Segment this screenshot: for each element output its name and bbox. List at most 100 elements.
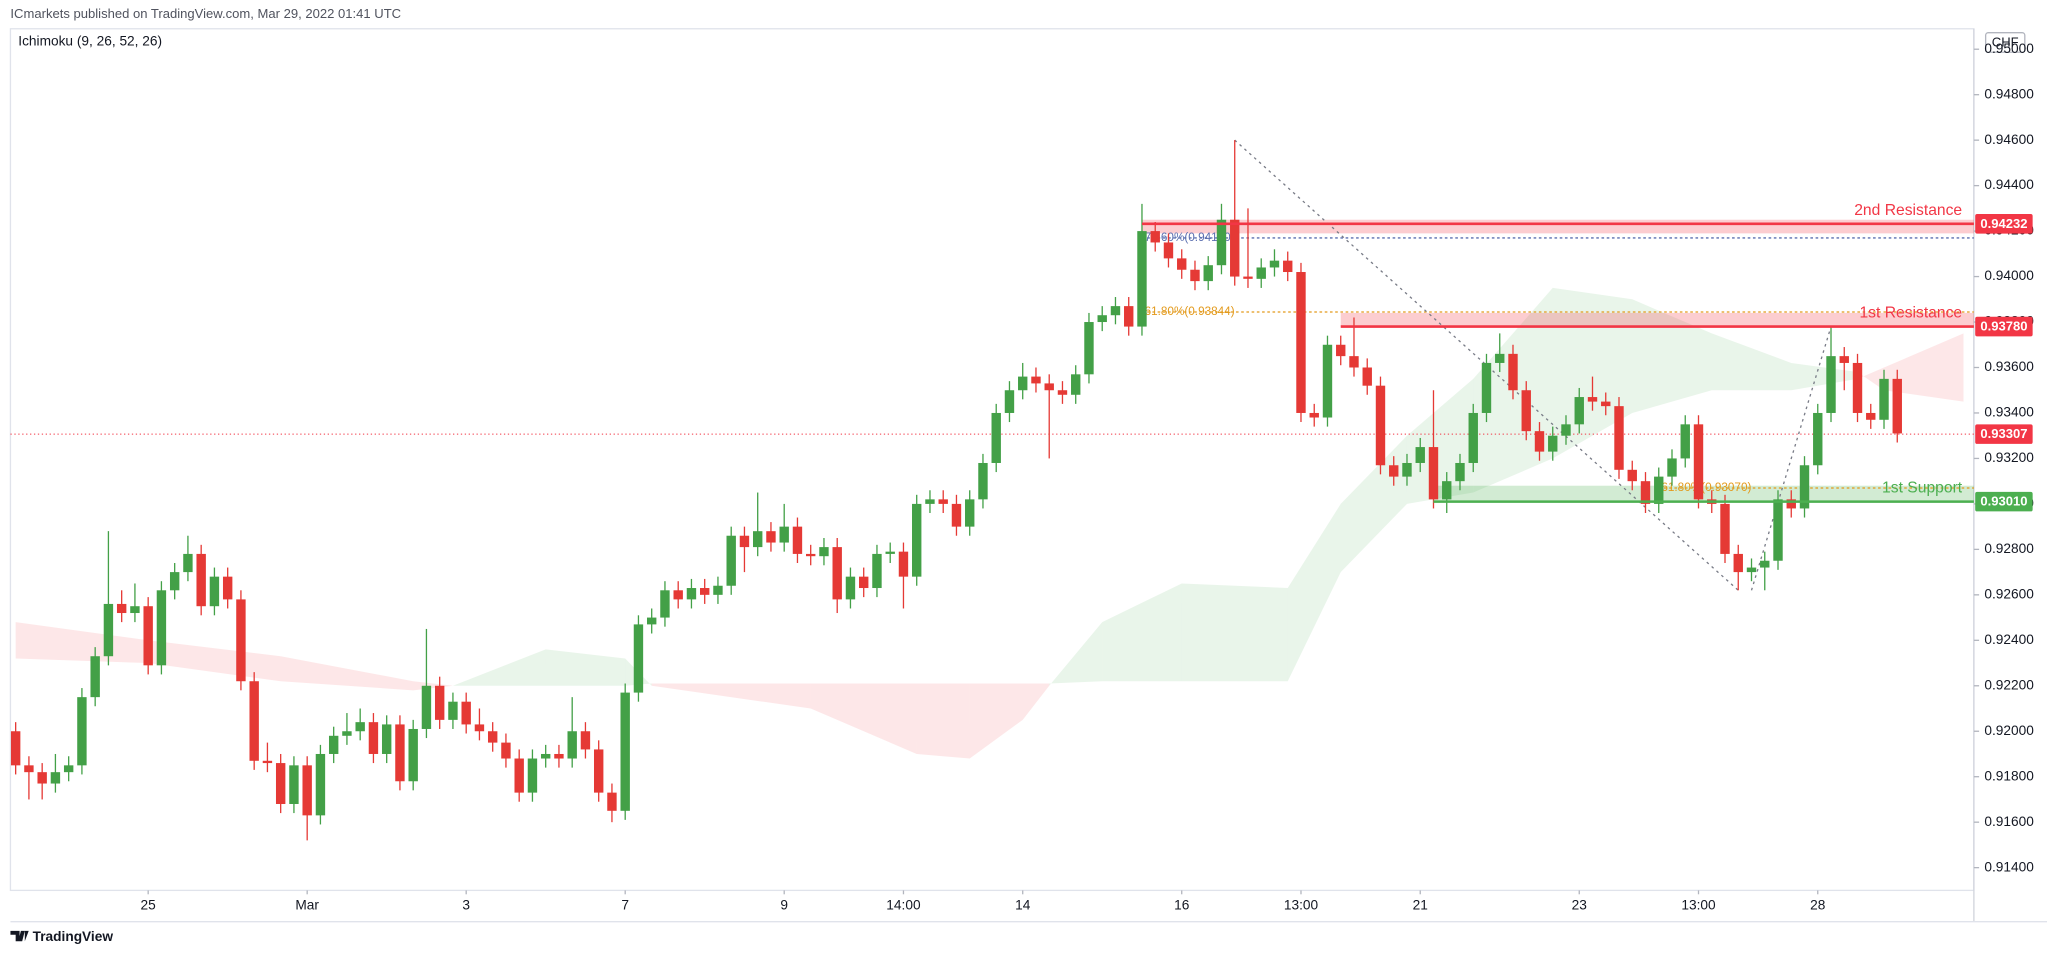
candle-body [395, 724, 405, 782]
indicator-label: Ichimoku (9, 26, 52, 26) [18, 33, 162, 48]
candle-body [501, 742, 511, 759]
ichimoku-cloud [15, 622, 149, 664]
currency-box [1984, 32, 2026, 53]
last-price-tag: 0.93307 [1980, 426, 2027, 441]
y-tick-label: 0.92600 [1984, 586, 2034, 601]
currency-label: CHF [1992, 35, 2019, 50]
candle-body [1163, 242, 1174, 259]
candle-body [1866, 412, 1876, 420]
x-tick-label: 13:00 [1284, 898, 1319, 913]
candle-body [832, 547, 842, 600]
candle-body [1587, 397, 1598, 402]
level-price-tag-box [1975, 491, 2033, 512]
candle-body [156, 590, 167, 666]
candle-body [77, 697, 87, 766]
candle-body [753, 531, 763, 548]
level-price-tag: 0.94232 [1980, 216, 2027, 231]
candle-body [1852, 362, 1863, 413]
x-tick-label: 14 [1015, 898, 1031, 913]
candle-body [554, 753, 564, 759]
y-tick-label: 0.95000 [1984, 41, 2034, 56]
x-tick-label: 7 [621, 898, 629, 913]
level-zone [1433, 485, 1974, 502]
ichimoku-cloud [1552, 287, 1633, 459]
candle-body [938, 499, 948, 504]
candle-body [10, 731, 21, 766]
level-price-tag: 0.93010 [1980, 494, 2027, 509]
candle-body [1693, 424, 1704, 500]
candle-body [1561, 424, 1571, 436]
candle-body [885, 551, 895, 554]
candle-body [1031, 376, 1041, 384]
candle-body [1216, 219, 1227, 266]
x-tick-label: 21 [1413, 898, 1428, 913]
candle-body [1667, 458, 1677, 477]
candle-body [527, 758, 538, 793]
candle-body [328, 735, 339, 754]
candle-body [1375, 385, 1386, 466]
candle-body [1534, 431, 1545, 452]
ichimoku-cloud [1857, 367, 1885, 391]
x-tick-label: 9 [780, 898, 788, 913]
y-tick-label: 0.94000 [1984, 268, 2034, 283]
candle-body [1654, 476, 1664, 504]
y-tick-label: 0.94400 [1984, 177, 2034, 192]
candle-body [103, 603, 114, 657]
candle-body [1839, 356, 1849, 363]
candle-body [1097, 315, 1107, 323]
x-tick-label: 13:00 [1681, 898, 1716, 913]
trend-line [1750, 326, 1832, 591]
ichimoku-cloud [148, 640, 281, 682]
candle-body [1415, 447, 1425, 463]
y-tick-label: 0.91600 [1984, 814, 2034, 829]
candle-body [819, 547, 829, 557]
candle-body [1799, 465, 1810, 509]
candle-body [63, 765, 74, 773]
candle-body [951, 503, 962, 527]
ichimoku-cloud [651, 683, 811, 709]
y-tick-label: 0.93600 [1984, 359, 2034, 374]
ichimoku-cloud [1711, 333, 1792, 391]
footer-brand: TradingView [33, 929, 114, 944]
last-price-tag-box [1975, 424, 2033, 444]
candle-body [1813, 412, 1823, 466]
level-zone [1141, 219, 1974, 234]
candle-body [1309, 412, 1319, 418]
candle-body [24, 765, 34, 773]
candle-body [660, 590, 670, 618]
ichimoku-cloud [280, 656, 414, 691]
candle-body [169, 572, 180, 591]
y-tick-label: 0.91800 [1984, 768, 2034, 783]
y-tick-label: 0.94600 [1984, 132, 2034, 147]
candle-body [1892, 378, 1902, 434]
candle-body [1057, 390, 1068, 395]
y-tick-label: 0.92000 [1984, 723, 2034, 738]
candle-body [302, 765, 312, 816]
candle-body [806, 553, 816, 557]
candle-body [1269, 260, 1280, 268]
y-tick-label: 0.94800 [1984, 86, 2034, 101]
candle-body [514, 758, 524, 793]
candle-body [1150, 231, 1160, 243]
candle-body [434, 685, 445, 720]
candle-body [1256, 267, 1266, 279]
candle-body [1362, 367, 1372, 386]
candle-body [381, 724, 392, 754]
candle-body [1601, 401, 1611, 407]
candle-body [355, 722, 365, 732]
candle-body [1084, 322, 1094, 375]
ichimoku-cloud [545, 649, 626, 686]
plot-layer: 78.60%(0.94170) 61.80%(0.93844) 61.80%(0.9… [10, 139, 1974, 841]
candle-body [183, 553, 193, 573]
candle-body [978, 462, 988, 500]
footer-logo [10, 930, 29, 942]
fib-label: 61.80%(0.93844) [1145, 305, 1235, 318]
candle-body [275, 763, 286, 804]
level-name: 1st Support [1882, 480, 1963, 497]
candle-body [1389, 465, 1399, 477]
x-tick-label: 28 [1810, 898, 1826, 913]
candle-body [1018, 376, 1028, 391]
candle-body [448, 701, 458, 720]
